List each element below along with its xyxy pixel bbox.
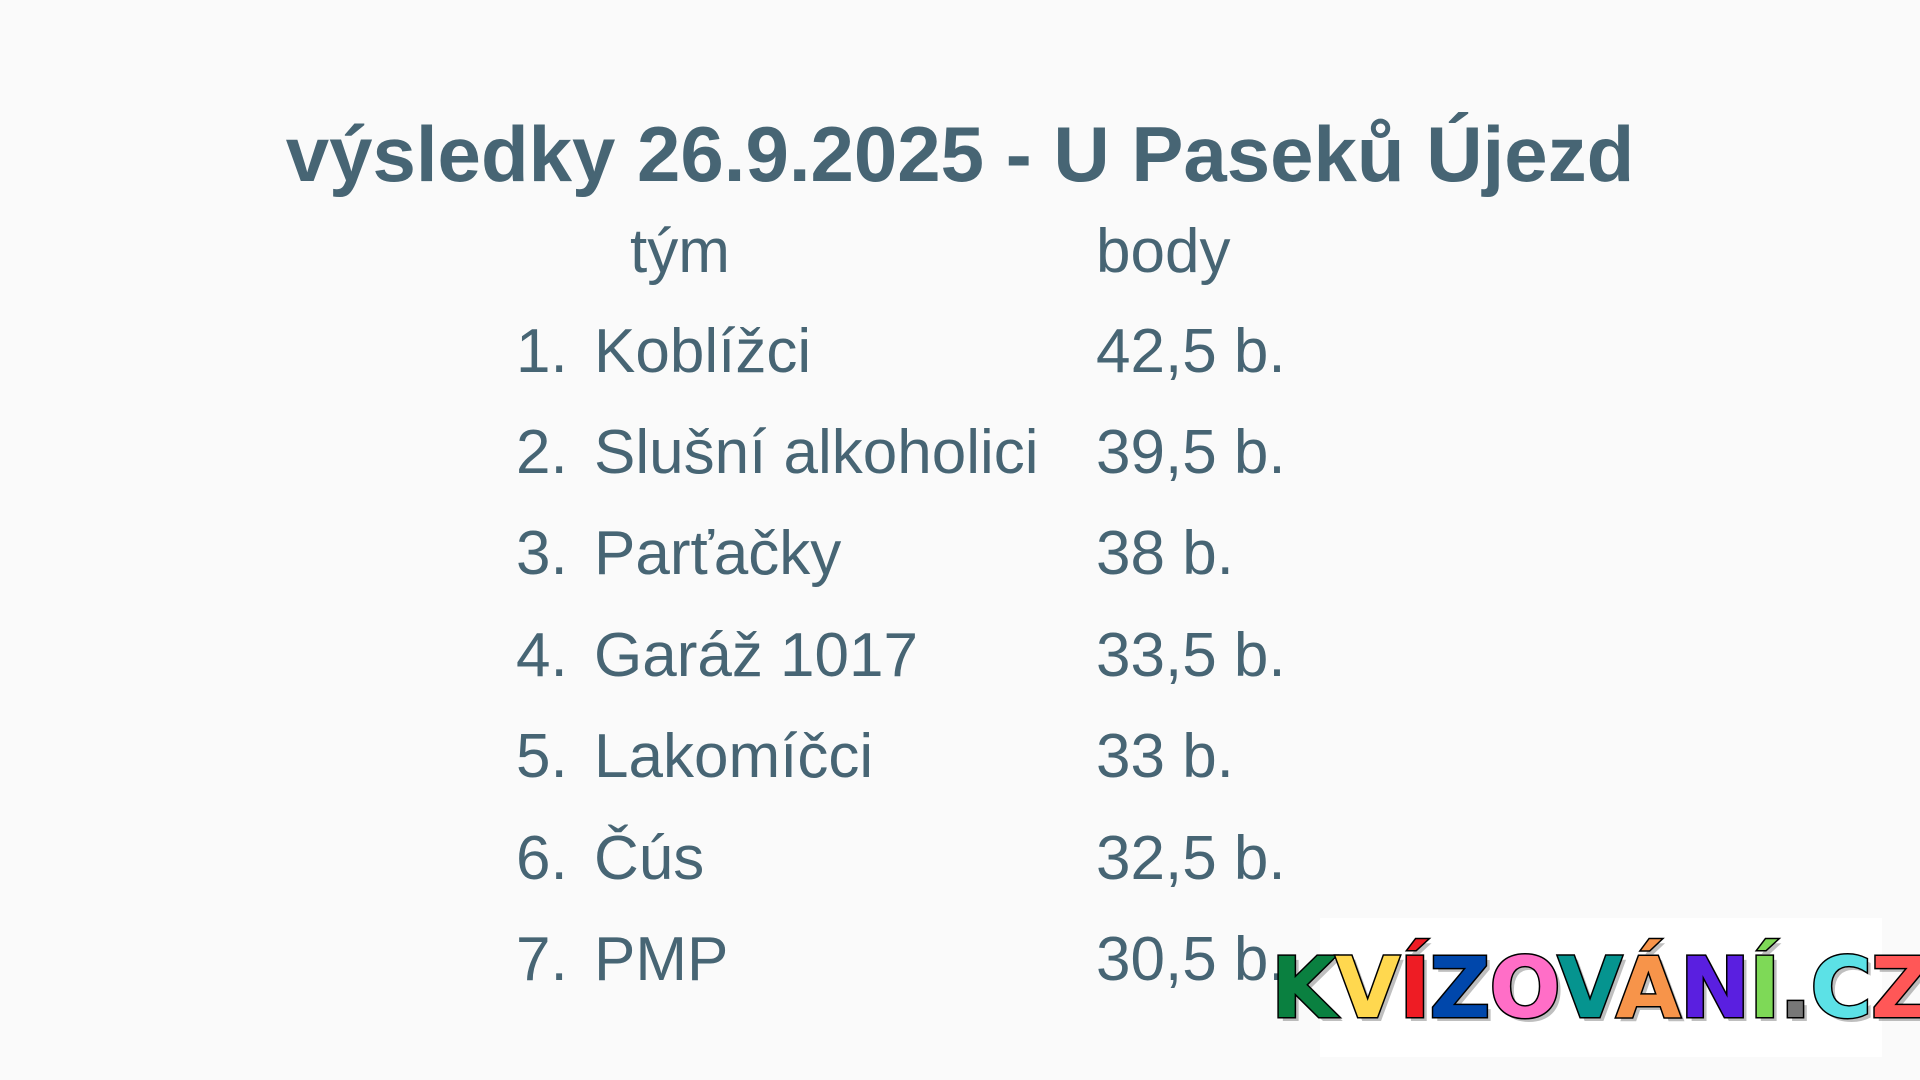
logo-letter: Í xyxy=(1748,937,1782,1038)
logo-letter: O xyxy=(1488,937,1560,1038)
team-points: 42,5 b. xyxy=(1096,317,1286,386)
team-points: 33,5 b. xyxy=(1096,621,1286,690)
team-points: 38 b. xyxy=(1096,519,1234,588)
team-name: Čús xyxy=(594,824,705,893)
logo-letter: V xyxy=(1556,937,1618,1038)
logo-letter: K xyxy=(1270,937,1338,1038)
team-points: 30,5 b. xyxy=(1096,925,1286,994)
rank-number: 3. xyxy=(516,519,568,588)
rank-number: 2. xyxy=(516,418,568,487)
column-header-points: body xyxy=(1096,217,1231,286)
kvizovani-logo: KVÍZOVÁNÍ.CZ xyxy=(1270,918,1920,1057)
rank-number: 4. xyxy=(516,621,568,690)
rank-number: 6. xyxy=(516,824,568,893)
logo-letter: V xyxy=(1334,937,1402,1038)
logo-letter: C xyxy=(1809,937,1874,1038)
logo-letter: Í xyxy=(1398,937,1432,1038)
logo-letter: Z xyxy=(1870,937,1920,1038)
logo-letter: N xyxy=(1678,937,1751,1038)
rank-number: 5. xyxy=(516,722,568,791)
team-points: 32,5 b. xyxy=(1096,824,1286,893)
team-points: 39,5 b. xyxy=(1096,418,1286,487)
team-name: Koblížci xyxy=(594,317,812,386)
logo-letter: Z xyxy=(1428,937,1492,1038)
logo-letter: . xyxy=(1778,937,1813,1038)
team-name: Garáž 1017 xyxy=(594,621,918,690)
rank-number: 1. xyxy=(516,317,568,386)
team-name: Parťačky xyxy=(594,519,842,588)
team-name: Slušní alkoholici xyxy=(594,418,1039,487)
column-header-team: tým xyxy=(630,217,730,286)
rank-number: 7. xyxy=(516,925,568,994)
logo-letter: Á xyxy=(1614,937,1682,1038)
logo-wordmark: KVÍZOVÁNÍ.CZ xyxy=(1270,937,1920,1038)
page-title: výsledky 26.9.2025 - U Paseků Újezd xyxy=(285,110,1635,198)
team-name: PMP xyxy=(594,925,729,994)
team-points: 33 b. xyxy=(1096,722,1234,791)
team-name: Lakomíčci xyxy=(594,722,874,791)
